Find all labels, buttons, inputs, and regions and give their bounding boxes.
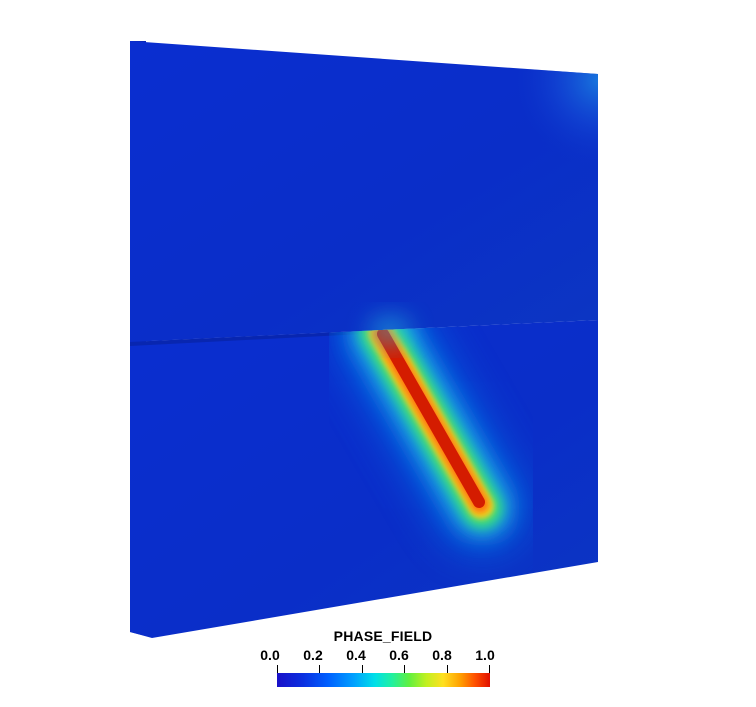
crack-core bbox=[377, 328, 485, 508]
corner-glow bbox=[130, 41, 598, 342]
notch bbox=[130, 330, 382, 346]
crack-tip-glow bbox=[368, 316, 412, 344]
crack-band bbox=[340, 320, 522, 548]
plate-lower-half bbox=[130, 320, 598, 638]
